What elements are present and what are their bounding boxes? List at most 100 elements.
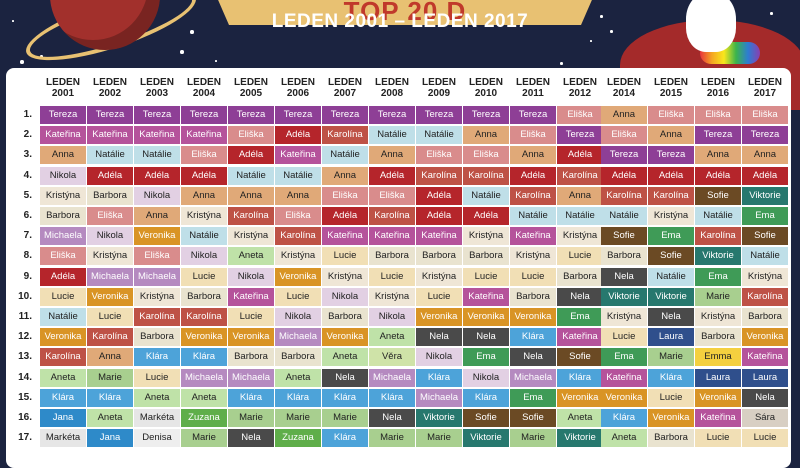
name-cell: Veronika (742, 328, 788, 347)
name-cell: Ema (742, 207, 788, 225)
name-cell: Tereza (648, 146, 694, 165)
name-cell: Veronika (181, 328, 227, 347)
name-cell: Natálie (510, 207, 556, 225)
name-cell: Viktorie (648, 287, 694, 306)
name-cell: Barbora (275, 348, 321, 367)
column-header-line: 2014 (612, 88, 636, 99)
column-header-line: 2007 (333, 88, 357, 99)
column-header: LEDEN 2008 (369, 77, 416, 99)
name-cell: Adéla (416, 186, 462, 205)
name-cell: Veronika (416, 308, 462, 326)
name-cell: Ema (510, 388, 556, 407)
name-cell: Eliška (557, 106, 603, 124)
names-grid: LEDEN 2001 LEDEN 2002 LEDEN 2003 LEDEN 2004 LEDE… (6, 68, 791, 468)
name-cell: Natálie (463, 186, 509, 205)
name-cell: Adéla (695, 166, 741, 185)
column-header-line: LEDEN (563, 77, 597, 88)
unicorn-icon (686, 0, 736, 52)
column-header: LEDEN 2016 (695, 77, 742, 99)
name-cell: Tereza (134, 106, 180, 124)
name-cell: Natálie (742, 247, 788, 266)
name-cell: Nela (228, 429, 274, 448)
rank-label: 11. (18, 311, 32, 322)
name-cell: Barbora (134, 328, 180, 347)
name-cell: Veronika (601, 388, 647, 407)
name-cell: Eliška (601, 126, 647, 145)
rank-label: 3. (23, 149, 32, 161)
name-cell: Karolína (369, 207, 415, 225)
name-cell: Anna (742, 146, 788, 165)
name-cell: Nela (742, 388, 788, 407)
name-cell: Kristýna (695, 308, 741, 326)
name-cell: Sofie (601, 227, 647, 246)
rank-label: 13. (18, 351, 32, 363)
column-header-line: LEDEN (422, 77, 456, 88)
name-cell: Lucie (742, 429, 788, 448)
name-cell: Anna (181, 186, 227, 205)
name-cell: Adéla (181, 166, 227, 185)
name-cell: Lucie (695, 429, 741, 448)
name-cell: Adéla (275, 126, 321, 145)
name-cell: Anna (228, 186, 274, 205)
name-cell: Tereza (87, 106, 133, 124)
name-cell: Veronika (275, 267, 321, 286)
name-cell: Tereza (40, 106, 86, 124)
name-cell: Anna (369, 146, 415, 165)
name-cell: Kristýna (87, 247, 133, 266)
name-cell: Kateřina (695, 409, 741, 427)
name-cell: Eliška (181, 146, 227, 165)
name-cell: Sofie (695, 186, 741, 205)
name-cell: Tereza (416, 106, 462, 124)
name-cell: Nela (369, 409, 415, 427)
star-icon (190, 30, 194, 34)
name-cell: Tereza (369, 106, 415, 124)
name-cell: Laura (742, 368, 788, 387)
name-cell: Tereza (695, 126, 741, 145)
name-cell: Eliška (228, 126, 274, 145)
name-cell: Nela (557, 287, 603, 306)
column-header: LEDEN 2006 (275, 77, 322, 99)
name-cell: Klára (648, 368, 694, 387)
name-cell: Kateřina (742, 348, 788, 367)
name-cell: Anna (557, 186, 603, 205)
name-cell: Kristýna (181, 207, 227, 225)
name-cell: Karolína (181, 308, 227, 326)
name-cell: Anna (40, 146, 86, 165)
column-header: LEDEN 2007 (322, 77, 369, 99)
name-cell: Lucie (369, 267, 415, 286)
name-cell: Sofie (742, 227, 788, 246)
star-icon (20, 60, 24, 64)
name-cell: Karolína (416, 166, 462, 185)
name-cell: Marie (416, 429, 462, 448)
name-cell: Anna (275, 186, 321, 205)
name-cell: Ema (648, 227, 694, 246)
name-cell: Tereza (181, 106, 227, 124)
name-cell: Zuzana (181, 409, 227, 427)
column-header-line: 2015 (659, 88, 683, 99)
name-cell: Klára (463, 388, 509, 407)
name-cell: Denisa (134, 429, 180, 448)
name-cell: Laura (648, 328, 694, 347)
name-cell: Veronika (134, 227, 180, 246)
name-cell: Nikola (40, 166, 86, 185)
name-cell: Kristýna (510, 247, 556, 266)
banner-title: TOP 20 D (343, 0, 467, 25)
rank-label: 15. (18, 391, 32, 403)
name-cell: Natálie (228, 166, 274, 185)
column-header-line: LEDEN (701, 77, 735, 88)
name-cell: Kristýna (463, 227, 509, 246)
name-cell: Kateřina (322, 227, 368, 246)
column-header: LEDEN 2012 (557, 77, 604, 99)
column-header: LEDEN 2002 (87, 77, 134, 99)
column-header-line: LEDEN (516, 77, 550, 88)
name-cell: Klára (601, 409, 647, 427)
name-cell: Ema (463, 348, 509, 367)
name-cell: Sofie (463, 409, 509, 427)
rank-label: 2. (23, 129, 32, 141)
name-cell: Barbora (648, 429, 694, 448)
name-cell: Anna (463, 126, 509, 145)
column-header-line: LEDEN (46, 77, 80, 88)
name-cell: Věra (369, 348, 415, 367)
name-cell: Kateřina (275, 146, 321, 165)
name-cell: Veronika (87, 287, 133, 306)
